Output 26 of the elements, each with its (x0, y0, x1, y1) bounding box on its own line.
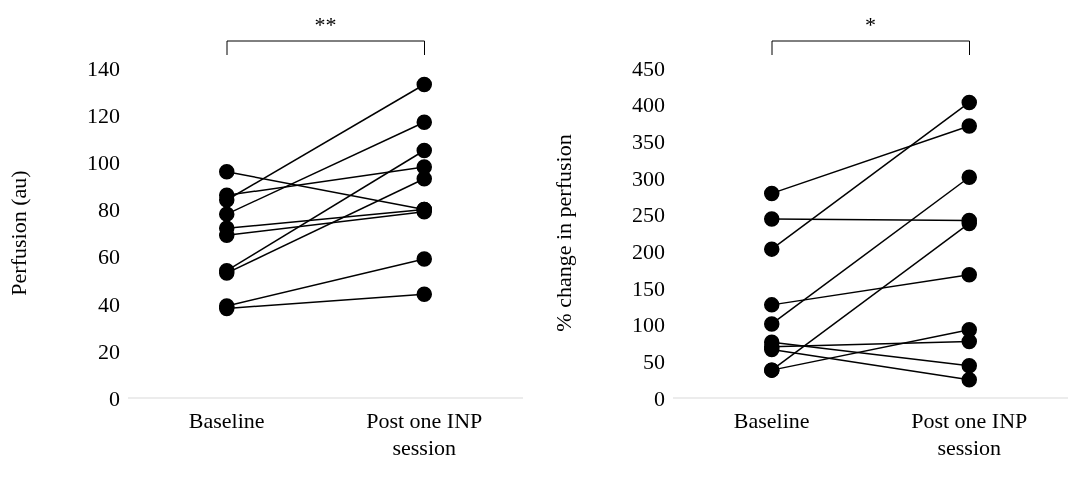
y-axis-title: Perfusion (au) (5, 170, 31, 296)
y-tick-label: 120 (87, 102, 120, 128)
y-tick-label: 100 (632, 312, 665, 338)
text: * (864, 12, 877, 38)
y-axis-title: % change in perfusion (550, 134, 576, 332)
y-tick-label: 450 (632, 55, 665, 81)
y-tick-label: 250 (632, 202, 665, 228)
y-tick-label: 50 (643, 349, 665, 375)
x-tick-label: Post one INP session (366, 408, 483, 460)
x-tick-label: Post one INP session (911, 408, 1028, 460)
y-tick-label: 300 (632, 165, 665, 191)
y-tick-label: 200 (632, 239, 665, 265)
y-tick-label: 0 (654, 385, 665, 411)
y-tick-label: 150 (632, 275, 665, 301)
x-tick-label: Baseline (733, 408, 810, 433)
y-tick-label: 60 (98, 244, 120, 270)
y-tick-label: 0 (109, 385, 120, 411)
y-tick-label: 80 (98, 197, 120, 223)
y-tick-label: 350 (632, 129, 665, 155)
y-tick-label: 140 (87, 55, 120, 81)
y-tick-label: 40 (98, 291, 120, 317)
y-tick-label: 400 (632, 92, 665, 118)
y-tick-label: 20 (98, 338, 120, 364)
y-tick-label: 100 (87, 150, 120, 176)
text: ** (313, 12, 338, 38)
x-tick-label: Baseline (188, 408, 265, 433)
